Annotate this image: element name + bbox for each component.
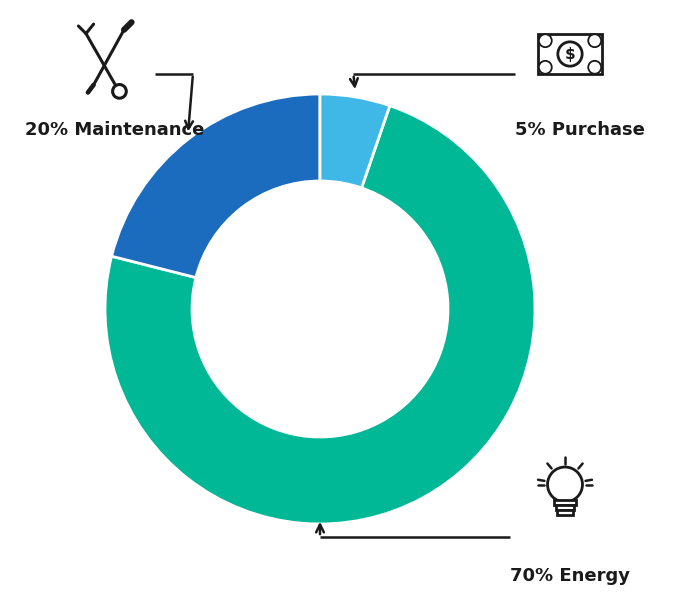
Wedge shape xyxy=(112,94,320,278)
Wedge shape xyxy=(320,94,390,188)
Circle shape xyxy=(558,42,582,66)
Circle shape xyxy=(588,34,601,47)
Text: 20% Maintenance: 20% Maintenance xyxy=(25,121,205,139)
Circle shape xyxy=(192,181,448,437)
FancyBboxPatch shape xyxy=(557,510,573,515)
Circle shape xyxy=(588,61,601,74)
Text: 5% Purchase: 5% Purchase xyxy=(515,121,645,139)
Circle shape xyxy=(539,34,552,47)
Wedge shape xyxy=(105,105,535,524)
FancyBboxPatch shape xyxy=(556,505,574,510)
Circle shape xyxy=(539,61,552,74)
FancyBboxPatch shape xyxy=(555,500,575,505)
Text: 70% Energy: 70% Energy xyxy=(510,567,630,585)
FancyBboxPatch shape xyxy=(538,34,602,74)
Text: $: $ xyxy=(565,46,575,62)
Circle shape xyxy=(548,467,582,502)
Circle shape xyxy=(112,85,127,98)
